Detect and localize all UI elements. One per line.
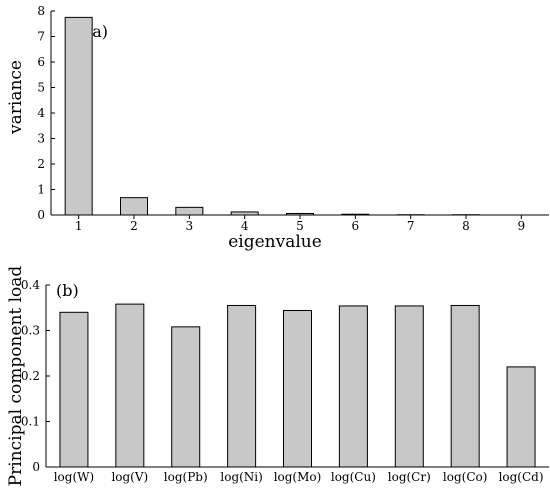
- chart-b-panel-label: (b): [56, 281, 79, 300]
- chart-b-x-tick-label: log(W): [54, 470, 94, 484]
- chart-b-bar: [59, 311, 89, 468]
- chart-b-y-tick-label: 0.1: [21, 415, 40, 429]
- chart-b-y-tick-label: 0.3: [21, 324, 40, 338]
- chart-a-y-tick-label: 3: [37, 132, 45, 146]
- chart-a-x-tick-label: 4: [241, 219, 249, 233]
- chart-a-x-tick-label: 9: [518, 219, 526, 233]
- chart-a-bar: [175, 206, 204, 216]
- chart-b-ylabel: Principal component load: [6, 266, 26, 487]
- chart-b-x-tick-label: log(Co): [443, 470, 488, 484]
- chart-b-bar: [506, 366, 536, 468]
- chart-a-x-tick-label: 2: [130, 219, 138, 233]
- chart-b-x-tick-label: log(Cd): [499, 470, 544, 484]
- chart-b-bar: [171, 326, 201, 468]
- chart-a-x-tick-label: 8: [462, 219, 470, 233]
- chart-a-ylabel: variance: [6, 60, 26, 135]
- chart-a-y-tick-label: 8: [37, 4, 45, 18]
- chart-a-bar: [120, 197, 148, 216]
- chart-a-y-tick-label: 6: [37, 55, 45, 69]
- chart-b-x-tick-label: log(V): [111, 470, 148, 484]
- chart-a-x-tick-label: 7: [407, 219, 415, 233]
- chart-b-x-tick-label: log(Cr): [388, 470, 431, 484]
- chart-b-y-tick-label: 0.4: [21, 278, 40, 292]
- chart-b-bar: [338, 305, 368, 468]
- chart-a-bar: [341, 213, 370, 216]
- chart-a-xlabel: eigenvalue: [228, 232, 322, 252]
- chart-a-x-tick-label: 3: [186, 219, 194, 233]
- chart-a-y-tick-label: 4: [37, 106, 45, 120]
- chart-b-bar: [227, 304, 257, 468]
- chart-b-y-tick-label: 0.2: [21, 369, 40, 383]
- chart-a-y-tick-label: 0: [37, 208, 45, 222]
- chart-a-bar: [64, 16, 93, 216]
- chart-b-x-tick-label: log(Cu): [331, 470, 376, 484]
- chart-b-principal-component-load: (b) Principal component load 0 0.1 0.2 0.3 0…: [6, 266, 549, 487]
- chart-b-bar: [450, 304, 480, 468]
- chart-b-x-tick-label: log(Pb): [164, 470, 208, 484]
- chart-b-bar: [394, 305, 424, 468]
- chart-a-y-tick-label: 5: [37, 81, 45, 95]
- chart-a-bar: [286, 212, 314, 216]
- chart-a-x-tick-label: 6: [352, 219, 360, 233]
- chart-a-y-tick-label: 2: [37, 157, 45, 171]
- chart-b-x-tick-label: log(Mo): [274, 470, 322, 484]
- chart-b-y-tick-label: 0: [32, 460, 40, 474]
- chart-b-bar: [283, 309, 312, 468]
- chart-a-x-tick-label: 1: [75, 219, 83, 233]
- chart-b-x-tick-label: log(Ni): [220, 470, 262, 484]
- chart-a-bar: [230, 211, 259, 216]
- chart-a-y-tick-label: 1: [37, 183, 45, 197]
- chart-a-x-tick-label: 5: [296, 219, 304, 233]
- chart-a-y-tick-label: 7: [37, 30, 45, 44]
- chart-b-bar: [115, 303, 145, 468]
